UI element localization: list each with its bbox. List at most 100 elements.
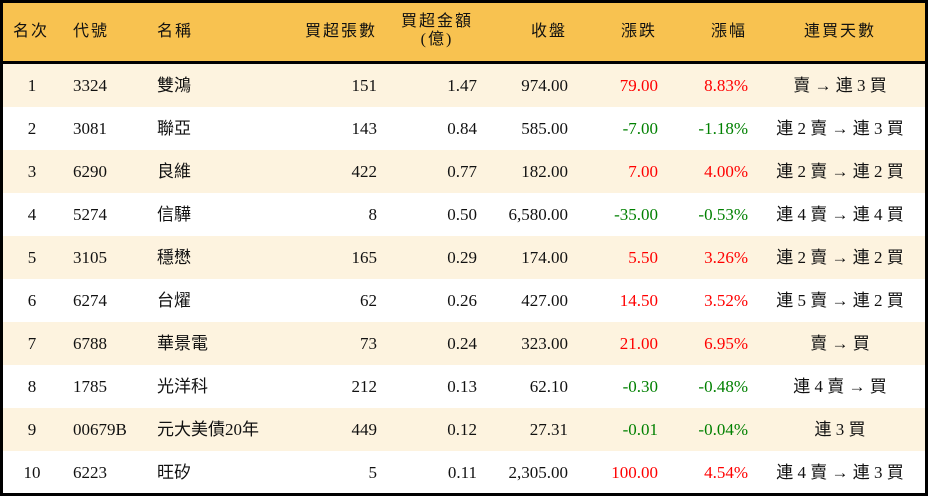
name-cell: 信驊 xyxy=(157,205,191,224)
consecutive-days-cell: 賣 → 買 xyxy=(810,334,870,353)
net-buy-lots-cell: 449 xyxy=(351,420,378,439)
rank-cell: 6 xyxy=(27,291,37,310)
rank-cell: 5 xyxy=(27,248,37,267)
change-pct-cell: 3.52% xyxy=(704,291,748,310)
change-pct-cell: 8.83% xyxy=(704,76,748,95)
table-row[interactable]: 4 5274 信驊 8 0.50 6,580.00 -35.00 -0.53% 連 4 賣 → … xyxy=(3,193,925,236)
net-buy-amount-cell: 0.11 xyxy=(447,463,477,482)
net-buy-lots-cell: 212 xyxy=(351,377,378,396)
change-pct-cell: 4.00% xyxy=(704,162,748,181)
code-cell: 6788 xyxy=(73,334,107,353)
code-cell: 6290 xyxy=(73,162,107,181)
header-code[interactable]: 代號 xyxy=(73,23,110,40)
change-pct-cell: -0.53% xyxy=(698,205,748,224)
net-buy-lots-cell: 73 xyxy=(360,334,377,353)
close-cell: 27.31 xyxy=(529,420,568,439)
table-row[interactable]: 5 3105 穩懋 165 0.29 174.00 5.50 3.26% 連 2 賣 → 連 2… xyxy=(3,236,925,279)
change-cell: -0.30 xyxy=(622,377,658,396)
header-change[interactable]: 漲跌 xyxy=(620,23,657,40)
table-row[interactable]: 9 00679B 元大美債20年 449 0.12 27.31 -0.01 -0.04% 連 3… xyxy=(3,408,925,451)
close-cell: 427.00 xyxy=(521,291,568,310)
name-cell: 穩懋 xyxy=(157,248,191,267)
consecutive-days-cell: 連 2 賣 → 連 3 買 xyxy=(776,119,904,138)
change-pct-cell: 6.95% xyxy=(704,334,748,353)
change-pct-cell: -0.04% xyxy=(698,420,748,439)
net-buy-amount-cell: 0.77 xyxy=(447,162,477,181)
net-buy-amount-cell: 0.50 xyxy=(447,205,477,224)
name-cell: 光洋科 xyxy=(157,377,208,396)
rank-cell: 3 xyxy=(27,162,37,181)
code-cell: 3105 xyxy=(73,248,107,267)
code-cell: 3081 xyxy=(73,119,107,138)
change-pct-cell: 3.26% xyxy=(704,248,748,267)
header-consecutive-days[interactable]: 連買天數 xyxy=(803,23,876,40)
table-row[interactable]: 3 6290 良維 422 0.77 182.00 7.00 4.00% 連 2 賣 → 連 2… xyxy=(3,150,925,193)
code-cell: 00679B xyxy=(73,420,127,439)
change-cell: 79.00 xyxy=(619,76,658,95)
name-cell: 台燿 xyxy=(157,291,191,310)
table-row[interactable]: 2 3081 聯亞 143 0.84 585.00 -7.00 -1.18% 連 2 賣 → 連… xyxy=(3,107,925,150)
table-row[interactable]: 8 1785 光洋科 212 0.13 62.10 -0.30 -0.48% 連 4 賣 → 買 xyxy=(3,365,925,408)
header-net-buy-amount-line2: (億) xyxy=(420,31,454,48)
consecutive-days-cell: 連 5 賣 → 連 2 買 xyxy=(776,291,904,310)
change-cell: 5.50 xyxy=(628,248,658,267)
change-cell: 21.00 xyxy=(619,334,658,353)
net-buy-amount-cell: 0.24 xyxy=(447,334,477,353)
rank-cell: 10 xyxy=(23,463,41,482)
change-cell: 100.00 xyxy=(611,463,658,482)
table-row[interactable]: 6 6274 台燿 62 0.26 427.00 14.50 3.52% 連 5 賣 → 連 2… xyxy=(3,279,925,322)
consecutive-days-cell: 連 2 賣 → 連 2 買 xyxy=(776,162,904,181)
table-row[interactable]: 1 3324 雙鴻 151 1.47 974.00 79.00 8.83% 賣 → 連 3 買 xyxy=(3,64,925,107)
close-cell: 182.00 xyxy=(521,162,568,181)
net-buy-lots-cell: 151 xyxy=(351,76,378,95)
rank-cell: 4 xyxy=(27,205,37,224)
code-cell: 6223 xyxy=(73,463,107,482)
change-pct-cell: 4.54% xyxy=(704,463,748,482)
net-buy-amount-cell: 0.29 xyxy=(447,248,477,267)
close-cell: 6,580.00 xyxy=(508,205,569,224)
header-close[interactable]: 收盤 xyxy=(530,23,567,40)
net-buy-lots-cell: 143 xyxy=(351,119,378,138)
close-cell: 974.00 xyxy=(521,76,568,95)
consecutive-days-cell: 連 2 賣 → 連 2 買 xyxy=(776,248,904,267)
net-buy-lots-cell: 8 xyxy=(368,205,378,224)
rank-cell: 2 xyxy=(27,119,37,138)
code-cell: 1785 xyxy=(73,377,107,396)
rank-cell: 1 xyxy=(27,76,37,95)
table-row[interactable]: 10 6223 旺矽 5 0.11 2,305.00 100.00 4.54% 連 4 賣 → … xyxy=(3,451,925,494)
header-change-pct[interactable]: 漲幅 xyxy=(710,23,747,40)
table-row[interactable]: 7 6788 華景電 73 0.24 323.00 21.00 6.95% 賣 → 買 xyxy=(3,322,925,365)
close-cell: 62.10 xyxy=(529,377,568,396)
change-cell: 14.50 xyxy=(619,291,658,310)
net-buy-amount-cell: 1.47 xyxy=(447,76,477,95)
header-net-buy-amount-line1: 買超金額 xyxy=(400,13,473,30)
change-cell: -35.00 xyxy=(614,205,658,224)
header-rank[interactable]: 名次 xyxy=(13,23,50,40)
name-cell: 雙鴻 xyxy=(157,76,191,95)
code-cell: 6274 xyxy=(73,291,107,310)
name-cell: 良維 xyxy=(157,162,191,181)
close-cell: 323.00 xyxy=(521,334,568,353)
net-buy-amount-cell: 0.13 xyxy=(447,377,477,396)
name-cell: 聯亞 xyxy=(157,119,191,138)
net-buy-lots-cell: 165 xyxy=(351,248,378,267)
code-cell: 3324 xyxy=(73,76,107,95)
change-pct-cell: -0.48% xyxy=(698,377,748,396)
change-cell: -7.00 xyxy=(622,119,658,138)
rank-cell: 7 xyxy=(27,334,37,353)
header-name[interactable]: 名稱 xyxy=(157,23,194,40)
close-cell: 585.00 xyxy=(521,119,568,138)
net-buy-lots-cell: 422 xyxy=(351,162,378,181)
close-cell: 174.00 xyxy=(521,248,568,267)
consecutive-days-cell: 連 4 賣 → 連 4 買 xyxy=(776,205,904,224)
table-header: 名次 代號 名稱 買超張數 買超金額 (億) 收盤 漲跌 漲幅 連買天數 xyxy=(3,3,925,64)
header-net-buy-amount[interactable]: 買超金額 (億) xyxy=(397,13,477,49)
net-buy-lots-cell: 62 xyxy=(360,291,377,310)
header-net-buy-lots[interactable]: 買超張數 xyxy=(304,23,377,40)
consecutive-days-cell: 連 4 賣 → 連 3 買 xyxy=(776,463,904,482)
consecutive-days-cell: 連 4 賣 → 買 xyxy=(793,377,887,396)
net-buy-amount-cell: 0.12 xyxy=(447,420,477,439)
close-cell: 2,305.00 xyxy=(508,463,569,482)
name-cell: 華景電 xyxy=(157,334,208,353)
